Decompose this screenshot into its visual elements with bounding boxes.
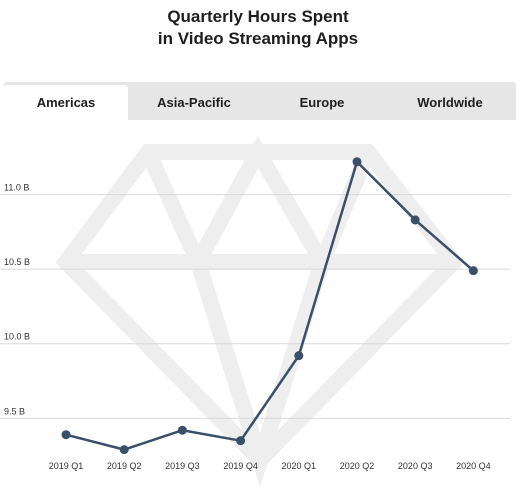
chart-title-line-1: Quarterly Hours Spent [167, 7, 349, 26]
series-line [65, 160, 475, 451]
data-point[interactable] [352, 157, 362, 167]
data-point[interactable] [177, 425, 187, 435]
x-tick-label: 2019 Q1 [49, 461, 84, 471]
line-chart: 9.5 B 10.0 B 10.5 B 11.0 B 2019 Q1 2019 Q2 201… [0, 135, 510, 487]
chart-title-line-2: in Video Streaming Apps [157, 29, 359, 48]
x-tick-label: 2020 Q2 [340, 461, 375, 471]
tab-americas[interactable]: Americas [4, 85, 128, 120]
x-tick-label: 2019 Q3 [165, 461, 200, 471]
data-point[interactable] [294, 351, 304, 361]
y-tick-label: 9.5 B [4, 406, 25, 416]
data-point[interactable] [410, 215, 420, 225]
y-tick-label: 10.0 B [4, 332, 30, 342]
tab-asia-pacific[interactable]: Asia-Pacific [157, 95, 231, 110]
data-point[interactable] [236, 436, 246, 446]
data-point[interactable] [61, 430, 71, 440]
chart-title: Quarterly Hours Spent in Video Streaming… [0, 6, 516, 50]
data-point[interactable] [119, 445, 129, 455]
region-tab-bar: Americas Asia-Pacific Europe Worldwide [4, 82, 516, 120]
x-tick-label: 2019 Q2 [107, 461, 142, 471]
y-tick-label: 11.0 B [4, 183, 29, 193]
y-tick-label: 10.5 B [4, 257, 30, 267]
x-tick-label: 2020 Q1 [282, 461, 317, 471]
tab-europe[interactable]: Europe [299, 95, 345, 110]
x-tick-label: 2020 Q4 [456, 461, 491, 471]
data-point[interactable] [468, 266, 478, 276]
diamond-watermark-icon [55, 135, 465, 487]
x-tick-label: 2019 Q4 [223, 461, 258, 471]
x-tick-label: 2020 Q3 [398, 461, 433, 471]
tab-worldwide[interactable]: Worldwide [417, 95, 483, 110]
